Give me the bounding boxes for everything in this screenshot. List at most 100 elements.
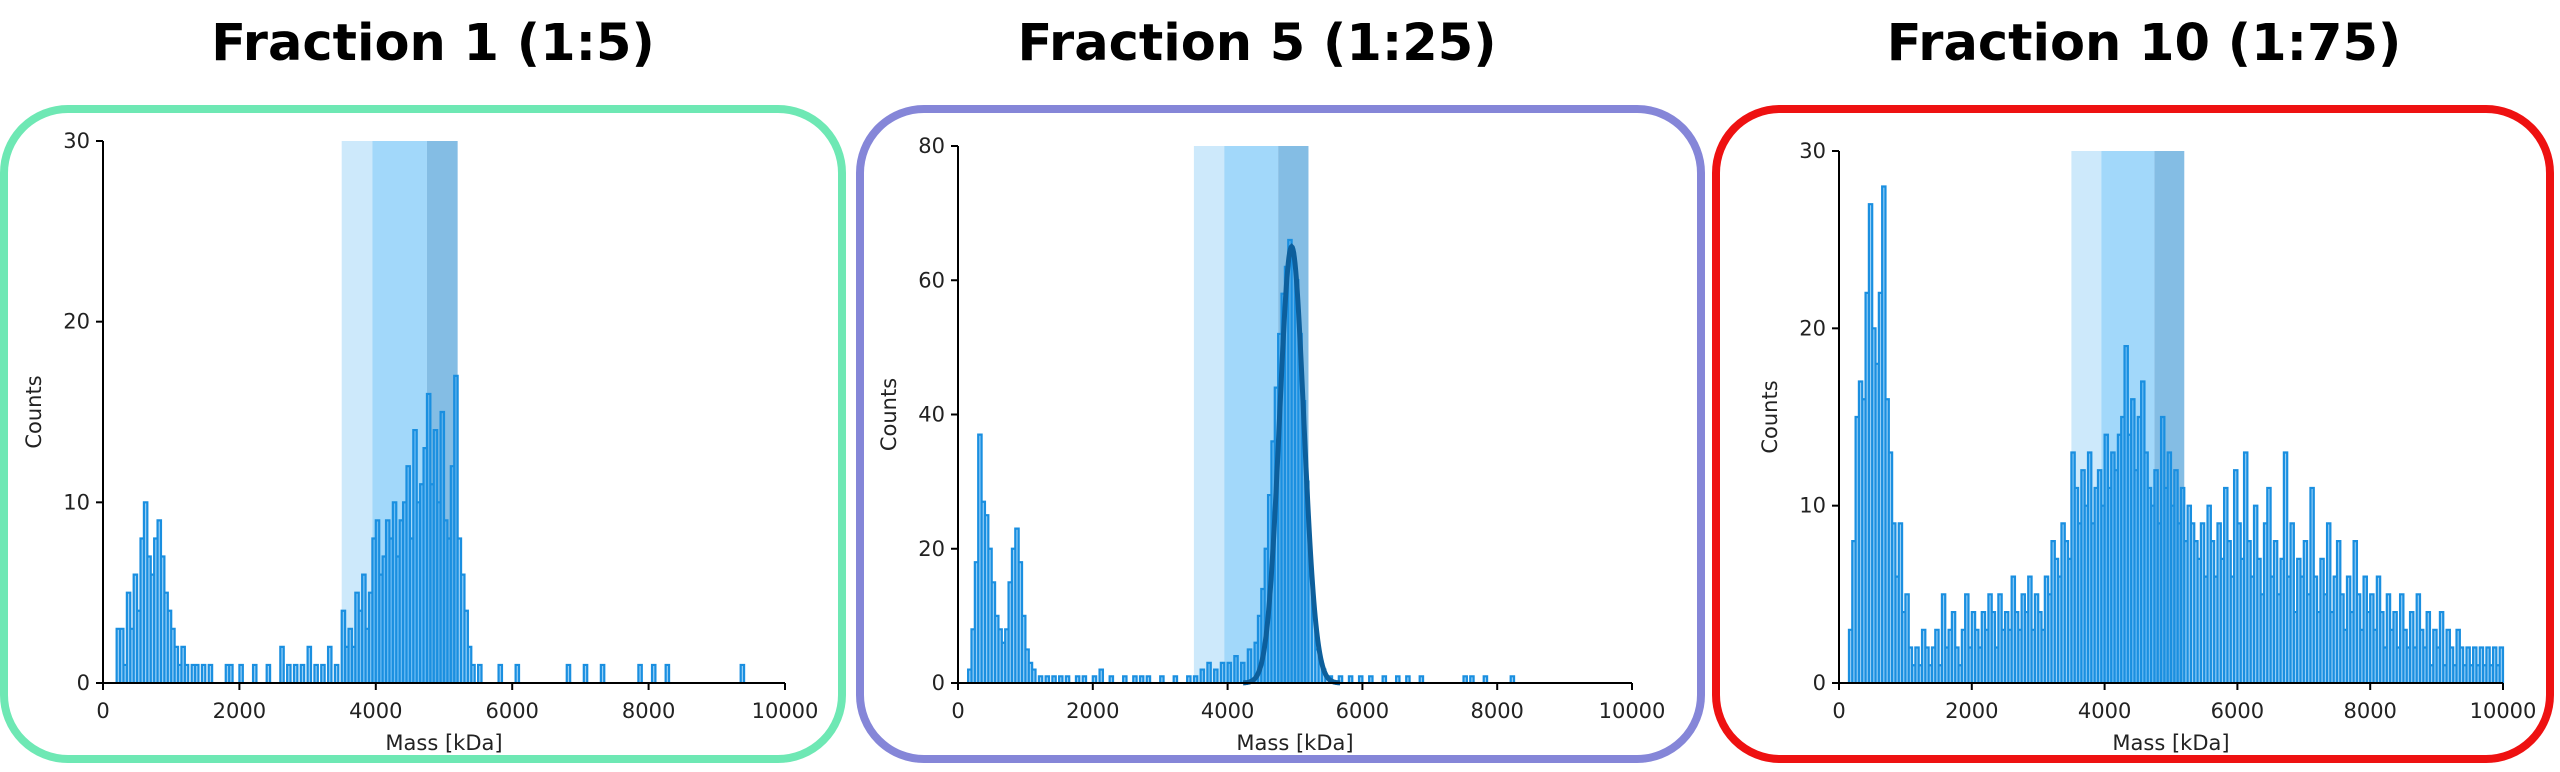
histogram-bar (461, 574, 465, 683)
histogram-bar (2244, 452, 2248, 683)
histogram-bar (2366, 612, 2371, 683)
y-tick-label: 30 (63, 129, 90, 153)
histogram-bar (321, 664, 325, 683)
histogram-bar (2356, 594, 2361, 683)
histogram-bar (2273, 541, 2278, 683)
histogram-bar (1200, 669, 1205, 683)
x-axis-label: Mass [kDa] (1236, 731, 1353, 755)
histogram-bar (266, 664, 271, 683)
histogram-bar (1865, 292, 1869, 683)
x-tick-label: 2000 (213, 699, 266, 723)
histogram-bar (1099, 669, 1103, 683)
histogram-bar (2383, 647, 2387, 683)
histogram-bar (1261, 589, 1265, 683)
histogram-bar (1025, 649, 1029, 683)
histogram-bar (2104, 434, 2108, 683)
histogram-bar (1931, 647, 1936, 683)
y-tick-label: 40 (918, 403, 945, 427)
histogram-bar (2459, 647, 2464, 683)
histogram-bar (2044, 576, 2049, 683)
histogram-bar (1281, 293, 1285, 683)
histogram-bar (1915, 647, 1919, 683)
histogram-bar (2078, 523, 2082, 683)
histogram-bar (2317, 612, 2321, 683)
y-tick-label: 20 (63, 310, 90, 334)
histogram-bar (184, 664, 189, 683)
histogram-bar (181, 646, 185, 683)
y-axis-label: Counts (22, 375, 46, 448)
histogram-bar (1028, 662, 1033, 683)
x-tick-label: 2000 (1945, 699, 1998, 723)
histogram-bar (498, 664, 502, 683)
histogram-bar (341, 610, 346, 683)
histogram-bar (1888, 452, 1893, 683)
x-tick-label: 8000 (2343, 699, 2396, 723)
panel-1-histogram: 0 2000 4000 6000 8000 10000 0 10 20 30 Mass [kDa] C… (22, 129, 818, 755)
histogram-bar (984, 515, 989, 683)
histogram-bar (2048, 594, 2052, 683)
histogram-bar (2041, 629, 2045, 683)
histogram-bar (392, 502, 397, 683)
histogram-bar (1146, 676, 1151, 683)
histogram-bar (1892, 523, 1896, 683)
histogram-bar (995, 615, 999, 683)
histogram-bar (2024, 612, 2029, 683)
histogram-bar (1951, 612, 1956, 683)
histogram-bar (287, 664, 291, 683)
histogram-bar (991, 582, 996, 683)
x-tick-label: 10000 (1599, 699, 1666, 723)
histogram-bar (2303, 541, 2308, 683)
histogram-bar (1985, 629, 1989, 683)
histogram-bar (1193, 676, 1198, 683)
histogram-bar (1139, 676, 1144, 683)
y-tick-label: 0 (1813, 671, 1826, 695)
histogram-bar (1971, 612, 1976, 683)
histogram-bar (450, 466, 455, 683)
histogram-bar (1038, 676, 1043, 683)
histogram-bar (420, 484, 424, 683)
histogram-bar (1895, 576, 1899, 683)
histogram-bar (1938, 665, 1942, 683)
histogram-bar (2290, 523, 2294, 683)
histogram-bar (2280, 558, 2284, 683)
histogram-bar (2413, 647, 2417, 683)
histogram-bar (2446, 629, 2450, 683)
histogram-bar (2390, 629, 2394, 683)
histogram-bar (2214, 576, 2218, 683)
y-axis-label: Counts (877, 378, 901, 451)
histogram-bar (665, 664, 670, 683)
histogram-bar (2403, 629, 2407, 683)
histogram-bar (1065, 676, 1070, 683)
histogram-bar (600, 664, 605, 683)
histogram-bar (998, 629, 1002, 683)
histogram-bar (2423, 647, 2427, 683)
histogram-bar (430, 484, 434, 683)
histogram-bar (2300, 576, 2304, 683)
histogram-bar (1882, 186, 1886, 683)
histogram-bar (1905, 594, 1909, 683)
histogram-bar (2131, 399, 2135, 683)
histogram-bar (2091, 523, 2095, 683)
histogram-bar (1315, 649, 1319, 683)
histogram-bar (171, 628, 175, 683)
y-tick-label: 10 (63, 490, 90, 514)
histogram-bar (2426, 612, 2430, 683)
histogram-bar (239, 664, 243, 683)
histogram-bar (1965, 594, 1969, 683)
histogram-bar (2217, 523, 2221, 683)
histogram-bar (2134, 470, 2138, 683)
histogram-bar (1032, 669, 1036, 683)
histogram-bar (1109, 676, 1114, 683)
histogram-bar (2293, 612, 2298, 683)
histogram-bar (2429, 665, 2434, 683)
histogram-bar (2337, 541, 2341, 683)
histogram-bar (2177, 523, 2181, 683)
histogram-bar (130, 628, 134, 683)
histogram-bar (2496, 665, 2500, 683)
histogram-bar (2267, 487, 2271, 683)
histogram-bar (1291, 253, 1295, 683)
histogram-bar (2114, 470, 2118, 683)
histogram-bar (2353, 541, 2357, 683)
histogram-bar (1406, 676, 1410, 683)
histogram-bar (1092, 676, 1097, 683)
